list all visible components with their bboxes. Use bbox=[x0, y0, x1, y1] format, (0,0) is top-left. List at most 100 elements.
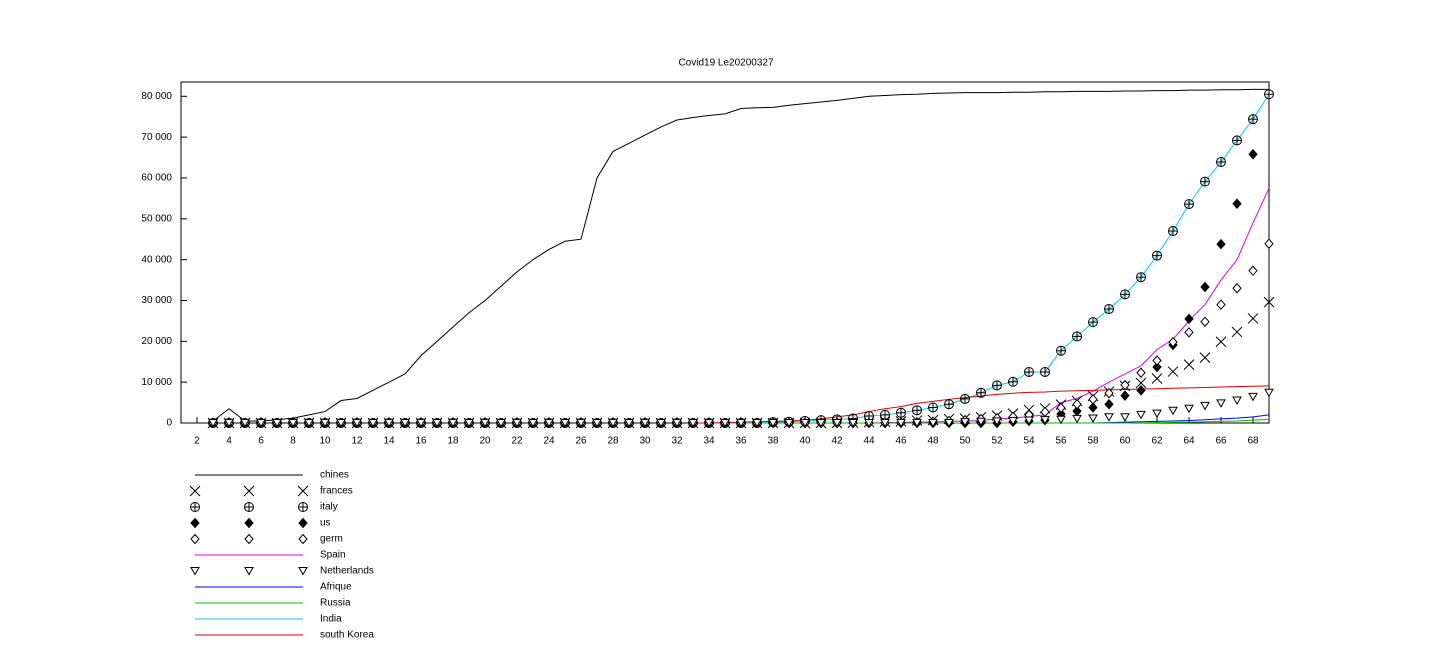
x-tick-label: 38 bbox=[767, 436, 779, 447]
legend-swatch bbox=[297, 485, 309, 497]
x-tick-label: 52 bbox=[991, 436, 1003, 447]
marker bbox=[1248, 114, 1258, 125]
x-tick-label: 12 bbox=[351, 436, 363, 447]
marker bbox=[960, 418, 970, 427]
marker-shape bbox=[1056, 346, 1066, 356]
marker-shape bbox=[464, 419, 474, 428]
marker bbox=[464, 419, 474, 428]
marker-shape bbox=[240, 419, 250, 428]
x-tick-label: 40 bbox=[799, 436, 811, 447]
marker-shape bbox=[1088, 317, 1098, 327]
x-tick-label: 24 bbox=[543, 436, 555, 447]
legend-swatch bbox=[298, 533, 308, 545]
x-tick-label: 50 bbox=[959, 436, 971, 447]
marker-shape bbox=[1152, 361, 1162, 373]
marker bbox=[1167, 366, 1179, 377]
marker-shape bbox=[1008, 377, 1018, 387]
marker bbox=[1072, 414, 1082, 424]
marker-shape bbox=[1152, 355, 1162, 366]
marker-shape bbox=[244, 533, 254, 545]
marker bbox=[256, 419, 266, 428]
marker-shape bbox=[368, 419, 378, 428]
marker-shape bbox=[1152, 409, 1162, 419]
marker bbox=[1120, 379, 1130, 391]
marker-shape bbox=[352, 419, 362, 428]
legend-label: frances bbox=[320, 486, 353, 497]
marker bbox=[1168, 336, 1178, 348]
marker-shape bbox=[1216, 299, 1226, 310]
y-tick-label: 40 000 bbox=[141, 254, 172, 265]
marker-shape bbox=[1040, 367, 1050, 377]
marker bbox=[560, 419, 570, 428]
marker bbox=[1136, 410, 1146, 420]
x-tick-label: 32 bbox=[671, 436, 683, 447]
marker-shape bbox=[298, 517, 308, 529]
x-tick-label: 56 bbox=[1055, 436, 1067, 447]
marker bbox=[1072, 398, 1082, 410]
legend-swatch bbox=[298, 517, 308, 529]
marker-shape bbox=[608, 419, 618, 428]
marker bbox=[1184, 313, 1194, 325]
marker bbox=[384, 419, 394, 428]
marker bbox=[896, 419, 906, 428]
marker-shape bbox=[976, 388, 986, 398]
legend-swatch bbox=[190, 517, 200, 529]
marker bbox=[416, 419, 426, 428]
marker bbox=[816, 419, 826, 428]
y-tick-label: 0 bbox=[166, 418, 172, 429]
marker bbox=[1184, 404, 1194, 414]
marker bbox=[272, 419, 282, 428]
marker bbox=[848, 419, 858, 428]
marker-shape bbox=[384, 419, 394, 428]
series-line bbox=[212, 88, 1269, 422]
marker-shape bbox=[1184, 313, 1194, 325]
marker bbox=[1056, 345, 1066, 356]
marker-shape bbox=[848, 419, 858, 428]
marker-shape bbox=[208, 419, 218, 428]
marker-shape bbox=[576, 419, 586, 428]
marker bbox=[576, 419, 586, 428]
marker bbox=[1136, 385, 1146, 396]
x-tick-label: 60 bbox=[1119, 436, 1131, 447]
y-tick-label: 70 000 bbox=[141, 132, 172, 143]
marker bbox=[1232, 198, 1242, 209]
x-tick-label: 44 bbox=[863, 436, 875, 447]
marker bbox=[1040, 416, 1050, 425]
marker bbox=[432, 419, 442, 428]
marker-shape bbox=[1184, 199, 1194, 209]
marker-shape bbox=[416, 419, 426, 428]
marker-shape bbox=[288, 419, 298, 428]
marker-shape bbox=[912, 419, 922, 428]
legend-swatch bbox=[190, 502, 200, 512]
y-tick-label: 60 000 bbox=[141, 173, 172, 184]
marker bbox=[528, 419, 538, 428]
legend-swatch bbox=[244, 567, 254, 576]
marker-shape bbox=[896, 419, 906, 428]
x-tick-label: 28 bbox=[607, 436, 619, 447]
marker bbox=[1200, 316, 1210, 327]
x-tick-label: 54 bbox=[1023, 436, 1035, 447]
legend-swatch bbox=[298, 502, 308, 512]
marker bbox=[368, 419, 378, 428]
marker bbox=[1184, 327, 1194, 338]
marker-shape bbox=[944, 419, 954, 428]
x-tick-label: 22 bbox=[511, 436, 523, 447]
marker bbox=[1168, 226, 1178, 237]
marker-shape bbox=[1024, 416, 1034, 426]
marker-shape bbox=[1104, 304, 1114, 314]
marker bbox=[1088, 394, 1098, 405]
marker-shape bbox=[656, 419, 666, 428]
marker bbox=[688, 419, 698, 428]
marker-shape bbox=[244, 502, 254, 512]
x-tick-label: 42 bbox=[831, 436, 843, 447]
marker-shape bbox=[704, 419, 714, 428]
marker-shape bbox=[1040, 416, 1050, 425]
marker-shape bbox=[190, 533, 200, 545]
marker-shape bbox=[298, 533, 308, 545]
marker-shape bbox=[432, 419, 442, 428]
marker bbox=[800, 419, 810, 428]
marker-shape bbox=[1231, 326, 1243, 338]
marker-shape bbox=[560, 419, 570, 428]
marker-shape bbox=[496, 419, 506, 428]
marker-shape bbox=[244, 567, 254, 576]
